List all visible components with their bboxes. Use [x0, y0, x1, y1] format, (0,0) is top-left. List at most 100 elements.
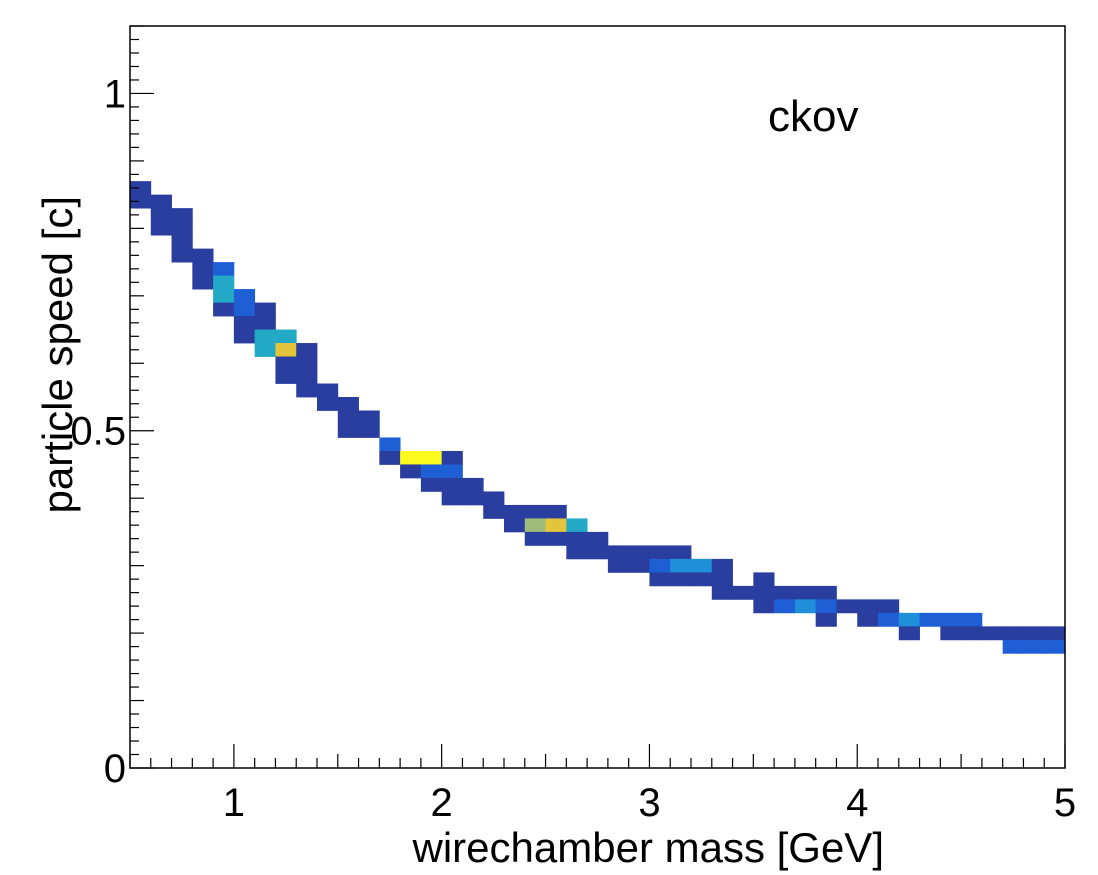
heatmap-cell — [462, 491, 484, 506]
heatmap-cell — [691, 572, 713, 587]
heatmap-cell — [233, 302, 256, 317]
heatmap-cell — [587, 545, 609, 560]
heatmap-cell — [254, 343, 276, 357]
heatmap-cell — [545, 518, 567, 533]
heatmap-cell — [233, 316, 256, 330]
heatmap-cell — [919, 612, 941, 627]
x-tick-label: 5 — [1054, 781, 1076, 825]
heatmap-cell — [441, 464, 463, 479]
heatmap-cell — [628, 558, 650, 573]
heatmap-cell — [462, 477, 484, 492]
heatmap-cell — [961, 612, 983, 627]
heatmap-cell — [254, 329, 276, 344]
heatmap-cell — [441, 477, 463, 492]
heatmap-cell — [358, 423, 380, 438]
x-axis-label: wirechamber mass [GeV] — [412, 824, 884, 871]
heatmap-cell — [711, 558, 733, 573]
plot-frame — [129, 25, 1066, 769]
heatmap-cell — [607, 558, 630, 573]
heatmap-cell — [566, 545, 588, 560]
heatmap-cell — [566, 518, 588, 533]
heatmap-cell — [815, 612, 837, 627]
heatmap-cell — [691, 558, 713, 573]
heatmap-cell — [961, 626, 983, 641]
heatmap-cell — [254, 302, 276, 317]
heatmap-cell — [150, 221, 172, 236]
heatmap-cell — [1023, 626, 1045, 641]
heatmap-cell — [1044, 626, 1066, 641]
heatmap-cell — [150, 194, 172, 209]
heatmap-cell — [524, 504, 546, 519]
heatmap-cell — [670, 572, 692, 587]
heatmap-cell — [566, 531, 588, 546]
x-tick-label: 1 — [223, 781, 245, 825]
heatmap-cell — [649, 558, 671, 573]
heatmap-cell — [130, 194, 152, 209]
x-axis-ticks: 1 2 3 4 5 — [129, 744, 1076, 825]
heatmap-cell — [296, 370, 318, 384]
heatmap-cell — [545, 531, 567, 546]
heatmap-cell — [337, 410, 359, 425]
y-axis-ticks: 00.51 — [70, 25, 154, 791]
heatmap-cell — [524, 518, 546, 533]
heatmap-cell — [1044, 639, 1066, 654]
heatmap-cell — [607, 545, 630, 560]
heatmap-cell — [649, 545, 671, 560]
y-tick-label: 1 — [104, 72, 126, 116]
heatmap-cell — [213, 302, 235, 317]
heatmap-cell — [794, 585, 817, 600]
heatmap-cell — [233, 289, 256, 303]
heatmap-cell — [275, 356, 297, 371]
heatmap-cell — [420, 450, 443, 465]
y-tick-label: 0.5 — [70, 410, 126, 454]
y-tick-label: 0 — [104, 747, 126, 791]
x-tick-label: 3 — [638, 781, 660, 825]
heatmap-cell — [628, 545, 650, 560]
heatmap-cell — [753, 572, 775, 587]
heatmap-cell — [400, 464, 422, 479]
chart-annotation: ckov — [768, 92, 858, 141]
x-tick-label: 2 — [431, 781, 453, 825]
heatmap-cell — [192, 248, 214, 263]
heatmap-cell — [878, 599, 900, 614]
heatmap-cell — [379, 437, 401, 452]
heatmap-cell — [275, 329, 297, 344]
heatmap-cell — [1023, 639, 1045, 654]
heatmap-cell — [836, 599, 858, 614]
heatmap-cell — [379, 450, 401, 465]
heatmap-cell — [815, 585, 837, 600]
heatmap-cell — [233, 329, 256, 344]
heatmap-cell — [192, 275, 214, 290]
heatmap-cell — [171, 208, 193, 223]
heatmap-cell — [753, 599, 775, 614]
heatmap-cell — [420, 464, 443, 479]
heatmap-cell — [857, 599, 879, 614]
heatmap-cell — [400, 450, 422, 465]
heatmap-cell — [711, 572, 733, 587]
heatmap-cell — [774, 599, 796, 614]
heatmap-cell — [296, 356, 318, 371]
heatmap-cell — [981, 626, 1004, 641]
heatmap-cell — [130, 181, 152, 196]
heatmap-cell — [670, 558, 692, 573]
heatmap-cell — [732, 585, 754, 600]
heatmap-cell — [504, 504, 526, 519]
heatmap-cell — [898, 612, 920, 627]
heatmap-cell — [857, 612, 879, 627]
heatmap-cell — [878, 612, 900, 627]
heatmap-cell — [794, 599, 817, 614]
heatmap-cell — [711, 585, 733, 600]
heatmap-cell — [483, 491, 505, 506]
heatmap-cell — [213, 289, 235, 303]
heatmap-cell — [774, 585, 796, 600]
heatmap-cell — [441, 491, 463, 506]
heatmap-cell — [504, 518, 526, 533]
heatmap-cell — [358, 410, 380, 425]
y-axis-label: particle speed [c] — [34, 196, 81, 514]
heatmap-cell — [296, 343, 318, 357]
heatmap-cell — [940, 612, 962, 627]
heatmap-cell — [337, 397, 359, 411]
heatmap-cell — [171, 221, 193, 236]
heatmap-cell — [213, 275, 235, 290]
